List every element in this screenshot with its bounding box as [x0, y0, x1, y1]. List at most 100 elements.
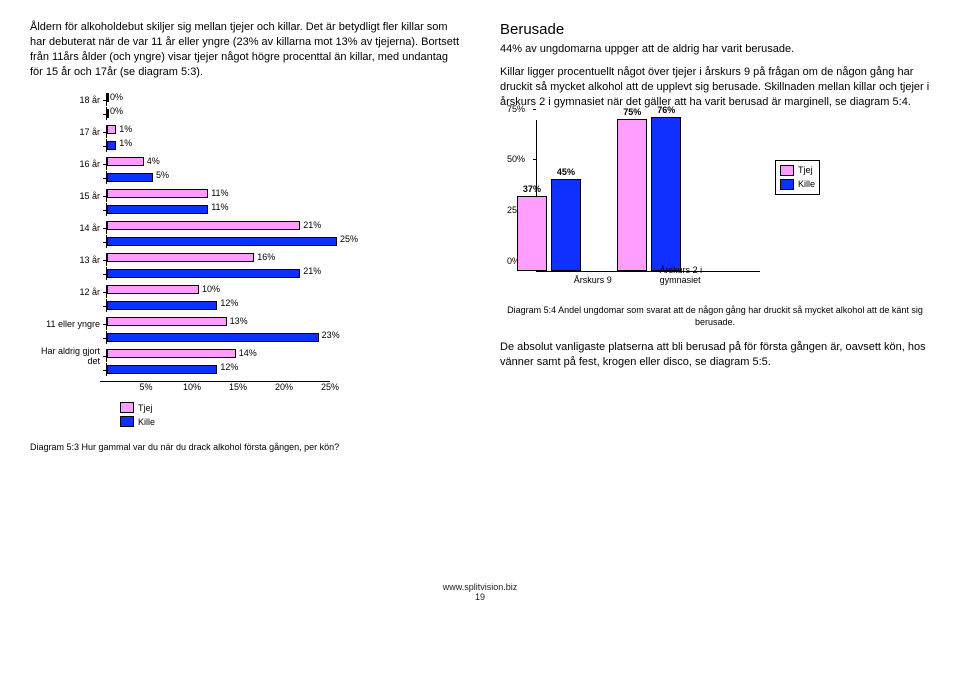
hbar-track: 14%: [106, 349, 350, 362]
hbar-value-label: 21%: [303, 220, 321, 230]
section-heading: Berusade: [500, 20, 930, 40]
page-footer: www.splitvision.biz 19: [30, 582, 930, 602]
legend54-kille: Kille: [780, 179, 815, 190]
hbar-bar: [107, 237, 337, 246]
legend-label-kille: Kille: [798, 179, 815, 189]
chart-5-4-plot: 0%25%50%75%37%45%Årskurs 975%76%Årskurs …: [536, 120, 760, 272]
legend54-tjej: Tjej: [780, 165, 815, 176]
hbar-track: 23%: [106, 331, 350, 344]
bar-group: 75%76%: [617, 117, 681, 271]
hbar-bar: [107, 333, 319, 342]
hbar-row: 12 år10%: [30, 285, 350, 298]
hbar-bar: [107, 141, 116, 150]
hbar-value-label: 25%: [340, 234, 358, 244]
swatch-tjej: [120, 402, 134, 413]
hbar-bar: [107, 269, 300, 278]
right-para-3: De absolut vanligaste platserna att bli …: [500, 340, 930, 370]
x-tick: 25%: [321, 382, 339, 392]
hbar-row: 21%: [30, 267, 350, 280]
hbar-value-label: 0%: [110, 106, 123, 116]
legend-tjej: Tjej: [120, 402, 460, 413]
vbar: 76%: [651, 117, 681, 271]
hbar-bar: [107, 93, 109, 102]
swatch-tjej: [780, 165, 794, 176]
chart-5-3-caption: Diagram 5:3 Hur gammal var du när du dra…: [30, 441, 460, 453]
hbar-row: 23%: [30, 331, 350, 344]
vbar: 37%: [517, 196, 547, 271]
hbar-track: 4%: [106, 157, 350, 170]
legend-kille: Kille: [120, 416, 460, 427]
hbar-value-label: 1%: [119, 138, 132, 148]
x-category-label: Årskurs 2 i gymnasiet: [660, 265, 727, 285]
hbar-track: 12%: [106, 299, 350, 312]
hbar-row: 11%: [30, 203, 350, 216]
hbar-track: 11%: [106, 203, 350, 216]
chart-5-3: 18 år0%0%17 år1%1%16 år4%5%15 år11%11%14…: [30, 93, 350, 396]
right-para-1: 44% av ungdomarna uppger att de aldrig h…: [500, 42, 930, 57]
hbar-bar: [107, 221, 300, 230]
hbar-row: 5%: [30, 171, 350, 184]
hbar-bar: [107, 365, 217, 374]
bar-group: 37%45%: [517, 179, 581, 270]
hbar-value-label: 13%: [230, 316, 248, 326]
x-tick: 20%: [275, 382, 293, 392]
hbar-row: 0%: [30, 107, 350, 120]
hbar-track: 21%: [106, 221, 350, 234]
hbar-category-label: 15 år: [30, 191, 106, 201]
chart-5-4: 0%25%50%75%37%45%Årskurs 975%76%Årskurs …: [500, 120, 820, 290]
hbar-bar: [107, 301, 217, 310]
vbar: 45%: [551, 179, 581, 270]
hbar-row: 18 år 0%: [30, 93, 350, 106]
vbar-value-label: 76%: [657, 105, 675, 115]
left-column: Åldern för alkoholdebut skiljer sig mell…: [30, 20, 460, 462]
hbar-bar: [107, 157, 144, 166]
hbar-row: 11 eller yngre 13%: [30, 317, 350, 330]
hbar-track: 1%: [106, 139, 350, 152]
footer-page: 19: [475, 592, 485, 602]
hbar-row: 13 år16%: [30, 253, 350, 266]
hbar-value-label: 12%: [220, 362, 238, 372]
vbar-value-label: 37%: [523, 184, 541, 194]
legend-label-tjej: Tjej: [798, 165, 813, 175]
hbar-value-label: 0%: [110, 92, 123, 102]
hbar-row: Har aldrig gjort det14%: [30, 349, 350, 362]
hbar-value-label: 1%: [119, 124, 132, 134]
hbar-track: 13%: [106, 317, 350, 330]
hbar-track: 16%: [106, 253, 350, 266]
hbar-value-label: 23%: [322, 330, 340, 340]
hbar-row: 1%: [30, 139, 350, 152]
hbar-track: 0%: [106, 93, 350, 106]
hbar-category-label: 11 eller yngre: [30, 319, 106, 329]
hbar-value-label: 21%: [303, 266, 321, 276]
hbar-category-label: 17 år: [30, 127, 106, 137]
hbar-value-label: 5%: [156, 170, 169, 180]
hbar-track: 1%: [106, 125, 350, 138]
hbar-bar: [107, 349, 236, 358]
hbar-row: 15 år11%: [30, 189, 350, 202]
right-column: Berusade 44% av ungdomarna uppger att de…: [500, 20, 930, 462]
chart-5-4-legend: Tjej Kille: [775, 160, 820, 195]
hbar-bar: [107, 285, 199, 294]
hbar-category-label: 16 år: [30, 159, 106, 169]
hbar-track: 21%: [106, 267, 350, 280]
hbar-bar: [107, 205, 208, 214]
hbar-track: 0%: [106, 107, 350, 120]
hbar-x-axis: 5%10%15%20%25%: [100, 381, 330, 396]
hbar-track: 25%: [106, 235, 350, 248]
hbar-category-label: 13 år: [30, 255, 106, 265]
chart-5-3-legend: Tjej Kille: [120, 402, 460, 427]
hbar-bar: [107, 173, 153, 182]
hbar-track: 12%: [106, 363, 350, 376]
legend-label-kille: Kille: [138, 417, 155, 427]
right-para-2: Killar ligger procentuellt något över tj…: [500, 65, 930, 110]
hbar-row: 25%: [30, 235, 350, 248]
y-tick: 50%: [507, 154, 525, 164]
x-tick: 15%: [229, 382, 247, 392]
swatch-kille: [780, 179, 794, 190]
hbar-bar: [107, 253, 254, 262]
hbar-track: 5%: [106, 171, 350, 184]
hbar-track: 11%: [106, 189, 350, 202]
hbar-category-label: 18 år: [30, 95, 106, 105]
hbar-value-label: 11%: [211, 202, 228, 212]
vbar-value-label: 45%: [557, 167, 575, 177]
